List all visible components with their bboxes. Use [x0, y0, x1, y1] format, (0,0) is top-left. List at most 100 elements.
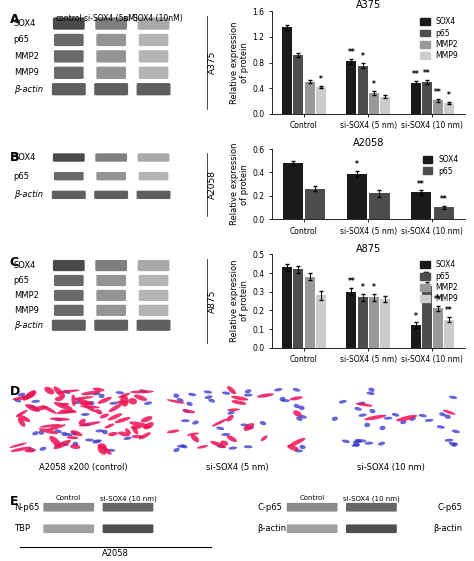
Ellipse shape — [70, 444, 81, 449]
FancyBboxPatch shape — [53, 260, 85, 271]
Text: MMP9: MMP9 — [14, 68, 38, 77]
Ellipse shape — [39, 428, 58, 434]
Ellipse shape — [364, 415, 386, 420]
Ellipse shape — [181, 444, 188, 448]
Ellipse shape — [104, 424, 114, 429]
Bar — [369, 297, 379, 348]
Ellipse shape — [173, 393, 179, 398]
Text: β-actin: β-actin — [14, 321, 43, 330]
Ellipse shape — [98, 397, 112, 404]
Ellipse shape — [353, 442, 360, 447]
FancyBboxPatch shape — [96, 67, 126, 79]
Ellipse shape — [355, 439, 362, 443]
Bar — [357, 297, 368, 348]
Text: E: E — [9, 495, 18, 508]
Ellipse shape — [231, 400, 246, 405]
Y-axis label: Relative expression
of protein: Relative expression of protein — [230, 21, 249, 104]
Text: **: ** — [347, 277, 355, 286]
Ellipse shape — [64, 433, 73, 436]
Text: **: ** — [417, 180, 425, 188]
Ellipse shape — [56, 389, 80, 393]
Bar — [410, 83, 420, 114]
Ellipse shape — [109, 402, 118, 405]
Ellipse shape — [221, 433, 230, 436]
Ellipse shape — [130, 390, 154, 393]
Ellipse shape — [293, 404, 300, 408]
Bar — [346, 292, 356, 348]
Bar — [357, 66, 368, 114]
Text: p65: p65 — [14, 172, 30, 181]
Ellipse shape — [368, 388, 374, 392]
Bar — [305, 82, 315, 114]
Ellipse shape — [38, 430, 44, 435]
Ellipse shape — [18, 393, 25, 397]
Ellipse shape — [25, 391, 36, 399]
FancyBboxPatch shape — [102, 525, 154, 533]
Bar — [433, 309, 443, 348]
Y-axis label: Relative expression
of protein: Relative expression of protein — [230, 260, 249, 342]
Bar — [283, 163, 303, 219]
Text: A2058 x200 (control): A2058 x200 (control) — [39, 463, 128, 472]
Legend: SOX4, p65: SOX4, p65 — [420, 153, 461, 178]
Ellipse shape — [75, 398, 92, 405]
Ellipse shape — [42, 405, 56, 413]
Ellipse shape — [257, 393, 274, 398]
Ellipse shape — [144, 422, 154, 429]
Ellipse shape — [49, 417, 70, 421]
Ellipse shape — [299, 406, 305, 410]
Ellipse shape — [21, 395, 27, 399]
Ellipse shape — [244, 394, 253, 397]
Ellipse shape — [378, 442, 385, 445]
Text: si-SOX4 (5nM): si-SOX4 (5nM) — [84, 14, 138, 24]
FancyBboxPatch shape — [95, 153, 127, 162]
FancyBboxPatch shape — [94, 320, 128, 331]
Ellipse shape — [210, 441, 226, 448]
Ellipse shape — [56, 410, 75, 414]
FancyBboxPatch shape — [139, 305, 168, 316]
Ellipse shape — [12, 396, 32, 400]
Ellipse shape — [231, 396, 248, 401]
Ellipse shape — [131, 435, 144, 438]
FancyBboxPatch shape — [53, 153, 85, 162]
Ellipse shape — [25, 448, 36, 452]
FancyBboxPatch shape — [139, 34, 168, 46]
Ellipse shape — [216, 426, 224, 430]
Bar — [293, 269, 303, 348]
Text: β-actin: β-actin — [14, 85, 43, 94]
Ellipse shape — [31, 400, 40, 403]
Text: *: * — [361, 52, 365, 61]
Ellipse shape — [54, 402, 73, 410]
Text: C: C — [9, 256, 18, 269]
FancyBboxPatch shape — [53, 17, 85, 30]
Ellipse shape — [217, 444, 224, 448]
Bar — [316, 87, 326, 114]
Ellipse shape — [288, 438, 305, 447]
Text: SOX4: SOX4 — [14, 261, 36, 270]
Ellipse shape — [33, 406, 47, 411]
Text: β-actin: β-actin — [433, 525, 463, 534]
Ellipse shape — [392, 413, 399, 417]
Ellipse shape — [260, 421, 266, 425]
Ellipse shape — [23, 390, 36, 401]
Ellipse shape — [109, 403, 122, 412]
Ellipse shape — [14, 398, 21, 402]
Ellipse shape — [445, 415, 451, 419]
FancyBboxPatch shape — [102, 503, 154, 512]
Ellipse shape — [63, 390, 70, 394]
FancyBboxPatch shape — [95, 17, 127, 30]
Text: SOX4: SOX4 — [14, 153, 36, 162]
Ellipse shape — [98, 443, 107, 449]
Ellipse shape — [118, 393, 130, 398]
Ellipse shape — [212, 419, 227, 426]
Ellipse shape — [300, 445, 306, 449]
Ellipse shape — [18, 418, 26, 427]
Ellipse shape — [92, 440, 100, 444]
FancyBboxPatch shape — [52, 83, 86, 95]
Ellipse shape — [197, 445, 208, 449]
Ellipse shape — [93, 388, 105, 392]
Title: A875: A875 — [356, 243, 381, 254]
Ellipse shape — [108, 432, 118, 436]
Ellipse shape — [354, 407, 362, 411]
Ellipse shape — [79, 419, 86, 425]
FancyBboxPatch shape — [139, 290, 168, 301]
